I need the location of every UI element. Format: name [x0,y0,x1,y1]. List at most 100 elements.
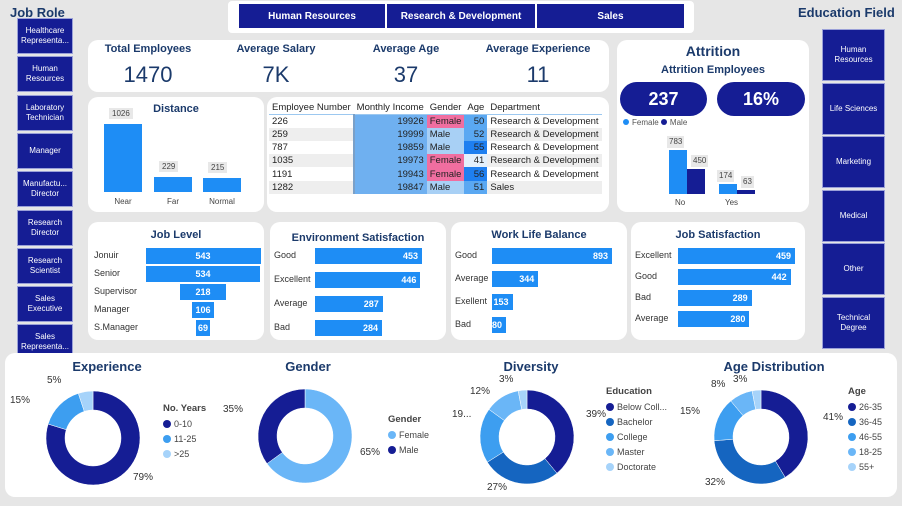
table-row: 1035 19973 Female 41 Research & Development [269,154,602,168]
job-role-button[interactable]: Healthcare Representa... [17,18,73,54]
table-header-department[interactable]: Department [490,101,540,113]
donut-chart [713,389,809,485]
env_sat-bar: 287 [315,296,383,312]
legend-item[interactable]: 26-35 [848,402,882,412]
table-cell: 787 [272,142,288,154]
legend-dot-icon [163,450,171,458]
attrition-bar-male [737,190,755,194]
job_sat-category-label: Bad [635,292,652,302]
job-role-button[interactable]: Human Resources [17,56,73,93]
table-cell: Female [426,114,465,128]
table-header-monthly-income[interactable]: Monthly Income [356,101,424,113]
table-header-age[interactable]: Age [467,101,485,113]
distance-bar [154,176,192,192]
legend-item[interactable]: Bachelor [606,417,667,427]
legend-dot-icon [606,418,614,426]
legend-label: Bachelor [617,417,653,427]
job_level-category-label: Manager [94,304,130,314]
wlb-bar: 80 [492,317,506,333]
table-cell: 55 [464,140,488,155]
legend-label: Master [617,447,645,457]
table-row: 259 19999 Male 52 Research & Development [269,127,602,141]
legend-dot-icon [388,431,396,439]
table-cell: Research & Development [490,128,599,140]
legend-item[interactable]: Doctorate [606,462,667,472]
legend-item[interactable]: Below Coll... [606,402,667,412]
legend-item[interactable]: >25 [163,449,206,459]
donut-data-label: 15% [10,395,31,406]
kpi-label: Average Salary [236,43,316,55]
kpi-label: Total Employees [104,43,192,55]
donut-slice[interactable] [266,388,353,484]
kpi-value: 11 [526,62,550,87]
legend-item[interactable]: 18-25 [848,447,882,457]
job_level-category-label: Jonuir [94,250,119,260]
attrition-title: Attrition [685,43,741,59]
table-cell: 19847 [352,180,427,195]
donut-data-label: 19... [452,409,472,420]
legend-dot-icon [606,433,614,441]
donut-slice[interactable] [760,389,809,478]
attrition-data-label: 63 [741,176,754,189]
employee-table-card: Employee Number Monthly Income Gender Age De… [267,97,609,212]
table-cell: 1035 [272,155,294,167]
donut-title: Gender [285,359,331,374]
legend-item[interactable]: 36-45 [848,417,882,427]
donut-data-label: 3% [733,374,748,385]
legend-item[interactable]: Female [388,430,429,440]
legend-label: 18-25 [859,447,883,457]
legend-item[interactable]: Master [606,447,667,457]
donut-title: Age Distribution [723,359,825,374]
donut-slice[interactable] [526,389,575,474]
donut-slice[interactable] [78,390,94,412]
education-field-button[interactable]: Technical Degree [822,296,885,349]
attrition-legend: Female Male [623,118,687,128]
wlb-category-label: Average [455,273,489,283]
distance-title: Distance [153,103,199,115]
education-field-button[interactable]: Medical [822,189,885,242]
education-field-button[interactable]: Human Resources [822,29,885,81]
legend-item[interactable]: 55+ [848,462,882,472]
job-role-button[interactable]: Laboratory Technician [17,94,73,131]
tab-research-development[interactable]: Research & Development [387,4,535,28]
job-satisfaction-title: Job Satisfaction [675,229,761,241]
job_sat-bar: 459 [678,248,795,264]
legend-label: 11-25 [174,434,197,444]
wlb-category-label: Good [455,250,478,260]
job-role-button[interactable]: Research Scientist [17,247,73,284]
attrition-data-label: 450 [691,154,709,167]
tab-sales[interactable]: Sales [537,4,684,28]
tab-human-resources[interactable]: Human Resources [239,4,385,28]
job-role-button[interactable]: Manufactu... Director [17,171,73,208]
donut-slice[interactable] [517,389,528,410]
donut-legend: Age 26-35 36-45 46-55 18-25 55+ [848,386,882,477]
table-header-employee-number[interactable]: Employee Number [272,101,351,113]
table-row: 787 19859 Male 55 Research & Development [269,140,602,155]
donut-slice[interactable] [751,389,762,410]
legend-item[interactable]: 46-55 [848,432,882,442]
table-cell: 226 [272,115,288,127]
legend-title: Education [606,386,652,397]
education-field-button[interactable]: Other [822,243,885,295]
legend-label: 26-35 [859,402,883,412]
job-role-button[interactable]: Sales Executive [17,286,73,323]
job-role-button[interactable]: Research Director [17,209,73,246]
education-field-button[interactable]: Marketing [822,136,885,188]
attrition-card: Attrition Attrition Employees 237 16% Fe… [617,40,809,212]
donut-legend: No. Years 0-10 11-25 >25 [163,403,206,464]
legend-item[interactable]: 0-10 [163,419,206,429]
attrition-category-label: No [675,198,686,207]
job-role-button[interactable]: Manager [17,132,73,169]
donut-slice[interactable] [45,390,141,486]
legend-title: Age [848,386,866,397]
attrition-category-label: Yes [725,198,739,207]
legend-item[interactable]: 11-25 [163,434,206,444]
donut-slice[interactable] [257,388,306,464]
education-field-button[interactable]: Life Sciences [822,82,885,135]
table-header-gender[interactable]: Gender [429,101,462,113]
legend-item[interactable]: Male [388,445,429,455]
legend-item[interactable]: College [606,432,667,442]
donut-charts-card: Experience 79% 15% 5% No. Years 0-10 11-25 >25 G… [5,353,897,497]
job_level-bar: 69 [195,320,211,336]
donut-data-label: 5% [47,375,62,386]
